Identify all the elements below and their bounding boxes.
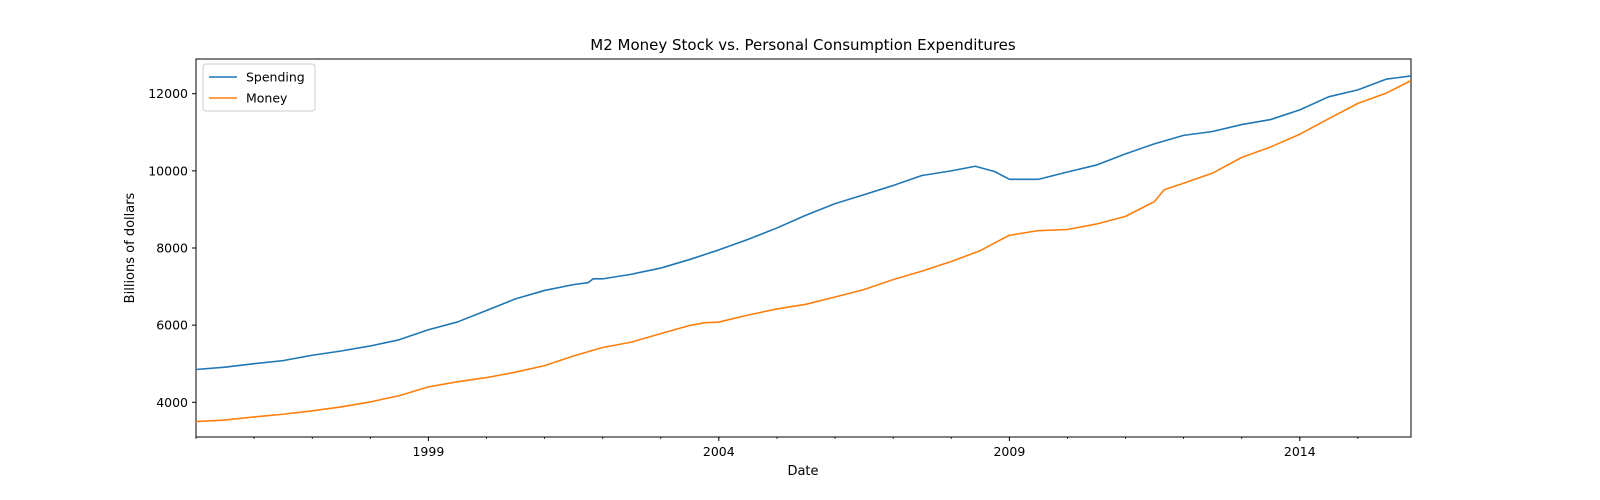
x-axis-label: Date — [787, 464, 818, 479]
y-tick-label: 4000 — [156, 395, 188, 410]
x-tick-label: 1999 — [412, 444, 444, 459]
y-axis-label: Billions of dollars — [123, 192, 138, 303]
x-tick-label: 2004 — [703, 444, 735, 459]
series-line-money — [195, 79, 1412, 423]
y-tick-label: 6000 — [156, 318, 188, 333]
legend: Spending Money — [202, 63, 316, 112]
x-axis: 1999 2004 2009 2014 — [195, 437, 1359, 459]
chart-title: M2 Money Stock vs. Personal Consumption … — [590, 36, 1016, 54]
x-tick-label: 2009 — [993, 444, 1025, 459]
legend-label-spending: Spending — [246, 70, 305, 85]
series-line-spending — [195, 75, 1412, 371]
y-tick-label: 10000 — [148, 163, 188, 178]
legend-frame — [202, 63, 316, 112]
plot-area-frame — [195, 58, 1412, 438]
legend-label-money: Money — [246, 91, 288, 106]
series-lines — [195, 75, 1412, 423]
y-axis: 4000 6000 8000 10000 12000 — [148, 86, 196, 410]
y-tick-label: 12000 — [148, 86, 188, 101]
x-tick-label: 2014 — [1284, 444, 1316, 459]
y-tick-label: 8000 — [156, 241, 188, 256]
